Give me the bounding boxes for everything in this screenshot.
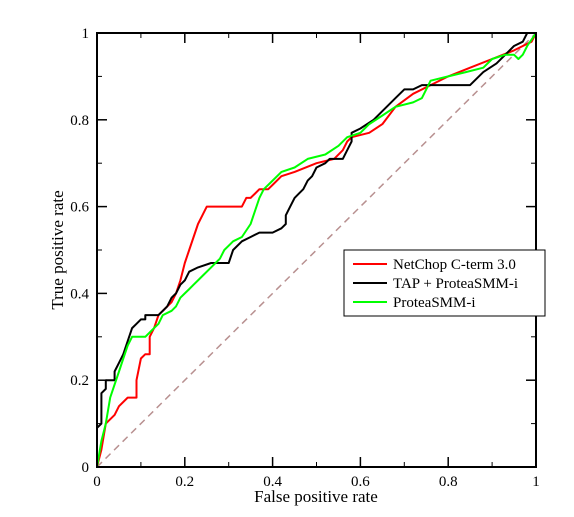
legend-label-2: TAP + ProteaSMM-i	[393, 276, 518, 292]
y-tick-label: 0.2	[70, 373, 89, 389]
x-tick-label: 0.6	[351, 474, 370, 490]
series-line-1	[96, 32, 537, 468]
x-tick-label: 0.2	[175, 474, 194, 490]
x-axis-title: False positive rate	[254, 487, 378, 506]
random-reference-line	[96, 32, 537, 468]
legend-label-3: ProteaSMM-i	[393, 295, 476, 311]
x-tick-label: 0.4	[263, 474, 282, 490]
legend-label-1: NetChop C-term 3.0	[393, 257, 516, 273]
y-tick-label: 0	[82, 460, 90, 476]
y-tick-label: 0.4	[70, 286, 89, 302]
y-tick-label: 1	[82, 26, 90, 42]
x-tick-label: 1	[532, 474, 540, 490]
y-tick-label: 0.8	[70, 113, 89, 129]
x-tick-label: 0	[93, 474, 101, 490]
y-axis-title: True positive rate	[48, 190, 67, 309]
series-line-3	[96, 32, 537, 468]
series-line-2	[96, 32, 536, 467]
legend: NetChop C-term 3.0 TAP + ProteaSMM-i Prote…	[343, 249, 546, 317]
x-tick-label: 0.8	[439, 474, 458, 490]
y-tick-label: 0.6	[70, 200, 89, 216]
